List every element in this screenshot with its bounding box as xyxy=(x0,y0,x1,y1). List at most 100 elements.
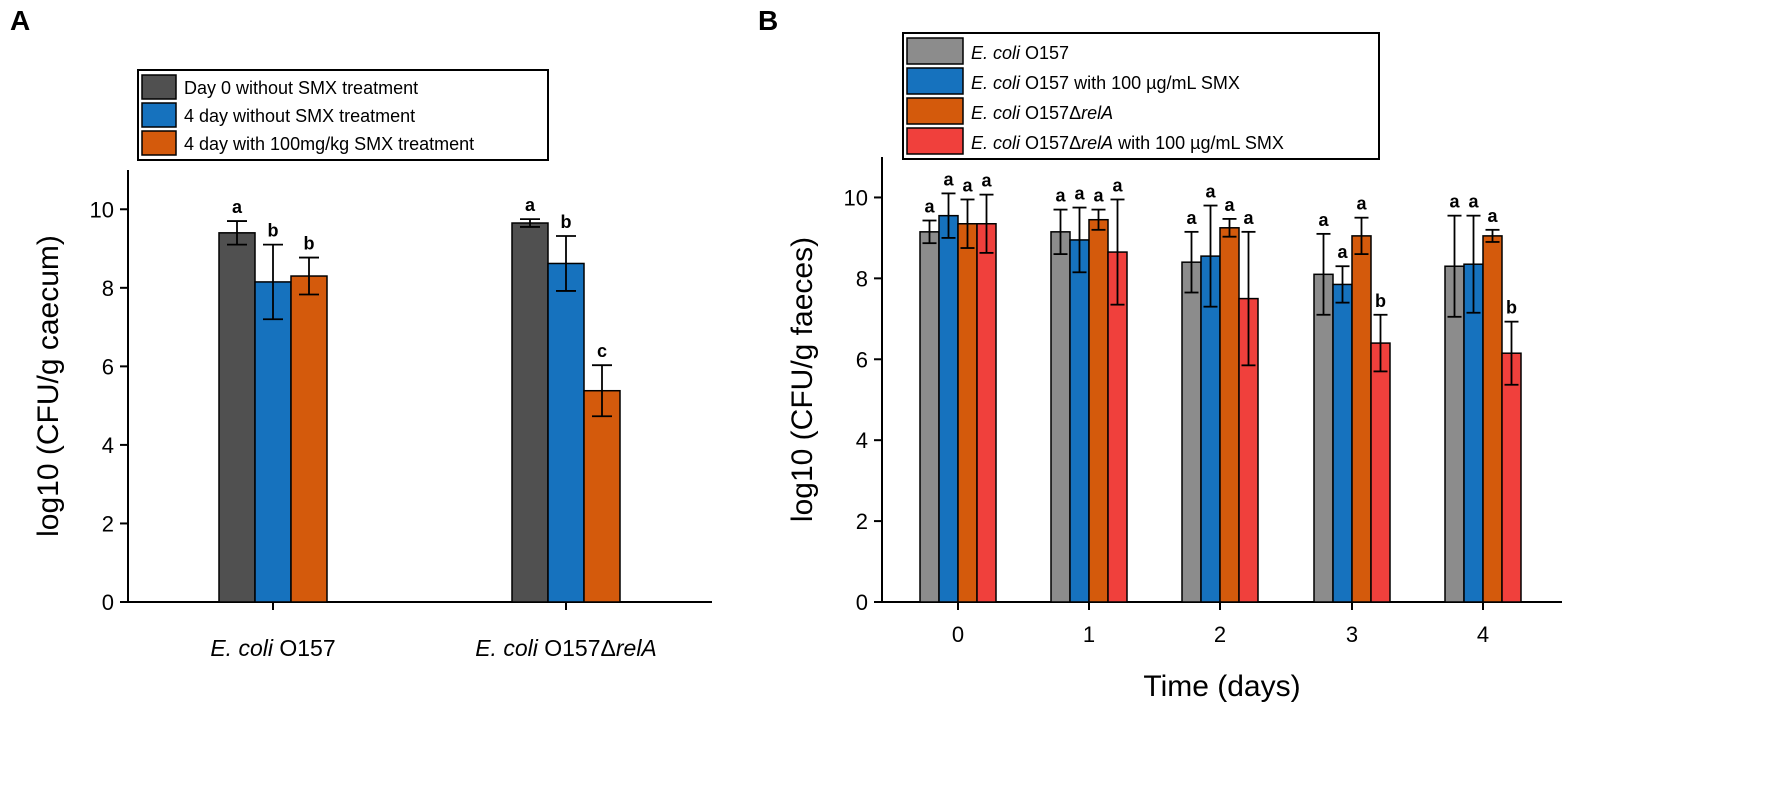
y-tick-label: 6 xyxy=(102,354,114,379)
y-tick-label: 8 xyxy=(102,276,114,301)
text-part: relA xyxy=(616,635,657,661)
x-tick-label: 1 xyxy=(1083,622,1095,647)
bar xyxy=(583,389,621,603)
significance-label: a xyxy=(1055,186,1066,206)
legend-entry: E. coli O157ΔrelA xyxy=(971,103,1113,123)
y-tick-label: 6 xyxy=(856,347,868,372)
bar xyxy=(1050,231,1071,603)
significance-label: a xyxy=(1205,182,1216,202)
significance-label: b xyxy=(561,212,572,232)
significance-label: b xyxy=(304,234,315,254)
panel-a-chart: 0 2 4 6 8 10 log10 (CFU/g caecum) E. coli O157 a… xyxy=(32,69,712,661)
legend-swatch xyxy=(906,67,964,95)
text-part: O157 xyxy=(1020,43,1069,63)
text-part: E. coli xyxy=(971,133,1021,153)
legend-swatch xyxy=(906,127,964,155)
y-tick-label: 2 xyxy=(856,509,868,534)
y-tick-label: 4 xyxy=(856,428,868,453)
significance-label: b xyxy=(1375,291,1386,311)
bar xyxy=(254,281,292,603)
text-part: with 100 µg/mL SMX xyxy=(1113,133,1284,153)
x-tick-label: E. coli O157 xyxy=(210,635,335,661)
significance-label: a xyxy=(232,197,243,217)
panel-a-letter: A xyxy=(10,5,30,36)
text-part: O157 xyxy=(273,635,336,661)
text-part: 4 xyxy=(1477,622,1489,647)
bar xyxy=(938,214,959,603)
legend-entry: 4 day without SMX treatment xyxy=(184,106,415,126)
legend-entry: E. coli O157 with 100 µg/mL SMX xyxy=(971,73,1240,93)
significance-label: c xyxy=(597,341,607,361)
significance-label: a xyxy=(1318,210,1329,230)
bar xyxy=(547,262,585,603)
x-tick-label: 2 xyxy=(1214,622,1226,647)
legend-entry: Day 0 without SMX treatment xyxy=(184,78,418,98)
text-part: E. coli xyxy=(475,635,539,661)
significance-label: a xyxy=(1224,195,1235,215)
text-part: E. coli xyxy=(971,103,1021,123)
panel-b-letter: B xyxy=(758,5,778,36)
panel-b-chart: 0 2 4 6 8 10 log10 (CFU/g faeces) Time (days) 0 a… xyxy=(786,32,1562,703)
text-part: O157Δ xyxy=(1020,103,1081,123)
text-part: O157 with 100 µg/mL SMX xyxy=(1020,73,1240,93)
text-part: 1 xyxy=(1083,622,1095,647)
text-part: 0 xyxy=(952,622,964,647)
legend-box xyxy=(902,32,1380,160)
significance-label: a xyxy=(1337,242,1348,262)
x-axis-title: Time (days) xyxy=(1143,670,1300,703)
x-tick-label: E. coli O157ΔrelA xyxy=(475,635,657,661)
legend-entry: E. coli O157 xyxy=(971,43,1069,63)
bar xyxy=(1482,235,1503,603)
significance-label: a xyxy=(924,197,935,217)
text-part: E. coli xyxy=(210,635,274,661)
bar xyxy=(957,223,978,603)
bar xyxy=(1370,342,1391,603)
y-axis-title: log10 (CFU/g caecum) xyxy=(32,235,65,537)
significance-label: a xyxy=(525,195,536,215)
y-tick-label: 10 xyxy=(844,185,868,210)
legend-swatch xyxy=(141,74,177,100)
legend-swatch xyxy=(906,97,964,125)
text-part: O157Δ xyxy=(538,635,616,661)
bar xyxy=(1069,239,1090,603)
significance-label: a xyxy=(1487,206,1498,226)
legend-entry: 4 day with 100mg/kg SMX treatment xyxy=(184,134,474,154)
bar xyxy=(1351,235,1372,603)
bar xyxy=(1332,283,1353,603)
y-tick-label: 10 xyxy=(90,197,114,222)
significance-label: a xyxy=(943,169,954,189)
significance-label: b xyxy=(268,221,279,241)
significance-label: a xyxy=(1243,208,1254,228)
y-tick-label: 4 xyxy=(102,433,114,458)
y-tick-label: 2 xyxy=(102,511,114,536)
text-part: 2 xyxy=(1214,622,1226,647)
significance-label: a xyxy=(1186,208,1197,228)
bar xyxy=(1088,218,1109,603)
text-part: E. coli xyxy=(971,73,1021,93)
significance-label: a xyxy=(1093,186,1104,206)
significance-label: a xyxy=(962,175,973,195)
text-part: O157Δ xyxy=(1020,133,1081,153)
legend-swatch xyxy=(141,102,177,128)
bar xyxy=(1219,227,1240,603)
y-axis-title: log10 (CFU/g faeces) xyxy=(786,237,819,522)
y-tick-label: 8 xyxy=(856,266,868,291)
text-part: relA xyxy=(1081,103,1113,123)
bar xyxy=(511,222,549,603)
y-tick-label: 0 xyxy=(856,590,868,615)
text-part: E. coli xyxy=(971,43,1021,63)
legend-swatch xyxy=(141,130,177,156)
y-tick-label: 0 xyxy=(102,590,114,615)
legend-box xyxy=(137,69,549,161)
legend-entry: E. coli O157ΔrelA with 100 µg/mL SMX xyxy=(971,133,1284,153)
legend-swatch xyxy=(906,37,964,65)
significance-label: a xyxy=(1112,175,1123,195)
significance-label: a xyxy=(1356,194,1367,214)
bar xyxy=(1501,352,1522,603)
text-part: 3 xyxy=(1346,622,1358,647)
x-tick-label: 3 xyxy=(1346,622,1358,647)
bar xyxy=(1181,261,1202,603)
bar xyxy=(1200,255,1221,603)
significance-label: a xyxy=(981,171,992,191)
